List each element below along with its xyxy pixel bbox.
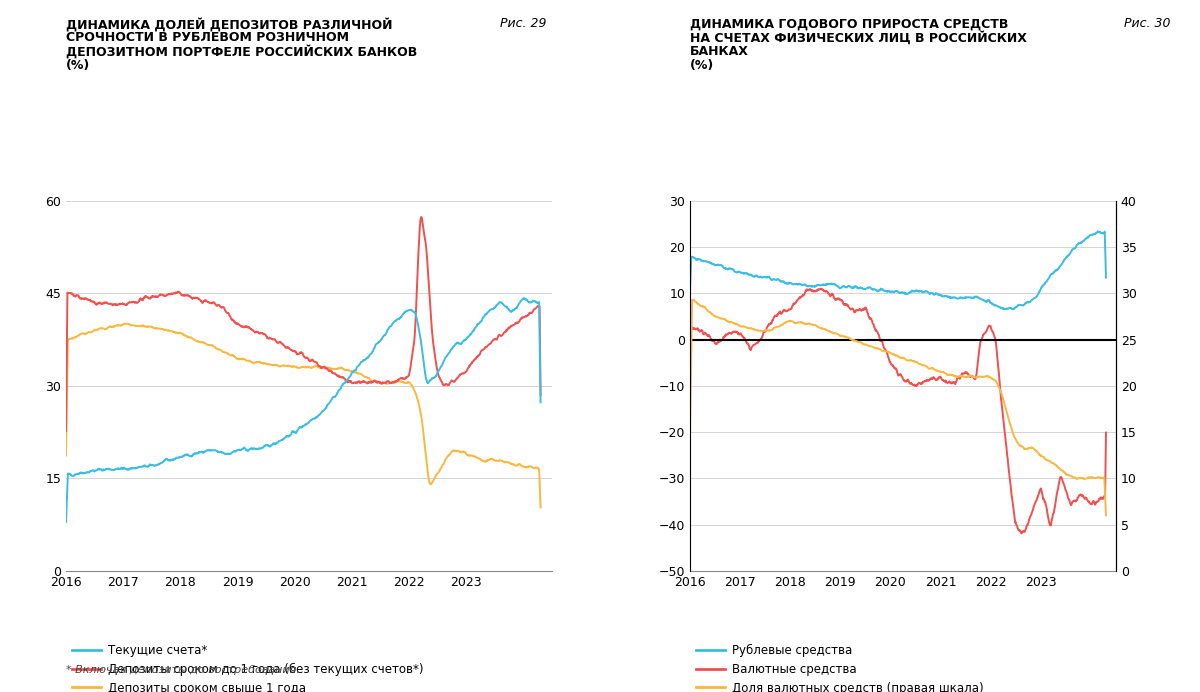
Text: БАНКАХ: БАНКАХ [690, 45, 749, 58]
Text: Рис. 29: Рис. 29 [499, 17, 546, 30]
Legend: Рублевые средства, Валютные средства, Доля валютных средств (правая шкала): Рублевые средства, Валютные средства, До… [696, 644, 984, 692]
Text: НА СЧЕТАХ ФИЗИЧЕСКИХ ЛИЦ В РОССИЙСКИХ: НА СЧЕТАХ ФИЗИЧЕСКИХ ЛИЦ В РОССИЙСКИХ [690, 31, 1027, 45]
Text: * Включая депозиты до востребования.: * Включая депозиты до востребования. [66, 665, 300, 675]
Text: ДИНАМИКА ГОДОВОГО ПРИРОСТА СРЕДСТВ: ДИНАМИКА ГОДОВОГО ПРИРОСТА СРЕДСТВ [690, 17, 1008, 30]
Text: СРОЧНОСТИ В РУБЛЕВОМ РОЗНИЧНОМ: СРОЧНОСТИ В РУБЛЕВОМ РОЗНИЧНОМ [66, 31, 349, 44]
Text: ДИНАМИКА ДОЛЕЙ ДЕПОЗИТОВ РАЗЛИЧНОЙ: ДИНАМИКА ДОЛЕЙ ДЕПОЗИТОВ РАЗЛИЧНОЙ [66, 17, 392, 31]
Text: Рис. 30: Рис. 30 [1123, 17, 1170, 30]
Text: (%): (%) [690, 59, 714, 72]
Text: (%): (%) [66, 59, 90, 72]
Text: ДЕПОЗИТНОМ ПОРТФЕЛЕ РОССИЙСКИХ БАНКОВ: ДЕПОЗИТНОМ ПОРТФЕЛЕ РОССИЙСКИХ БАНКОВ [66, 45, 418, 59]
Legend: Текущие счета*, Депозиты сроком до 1 года (без текущих счетов*), Депозиты сроком: Текущие счета*, Депозиты сроком до 1 год… [72, 644, 424, 692]
